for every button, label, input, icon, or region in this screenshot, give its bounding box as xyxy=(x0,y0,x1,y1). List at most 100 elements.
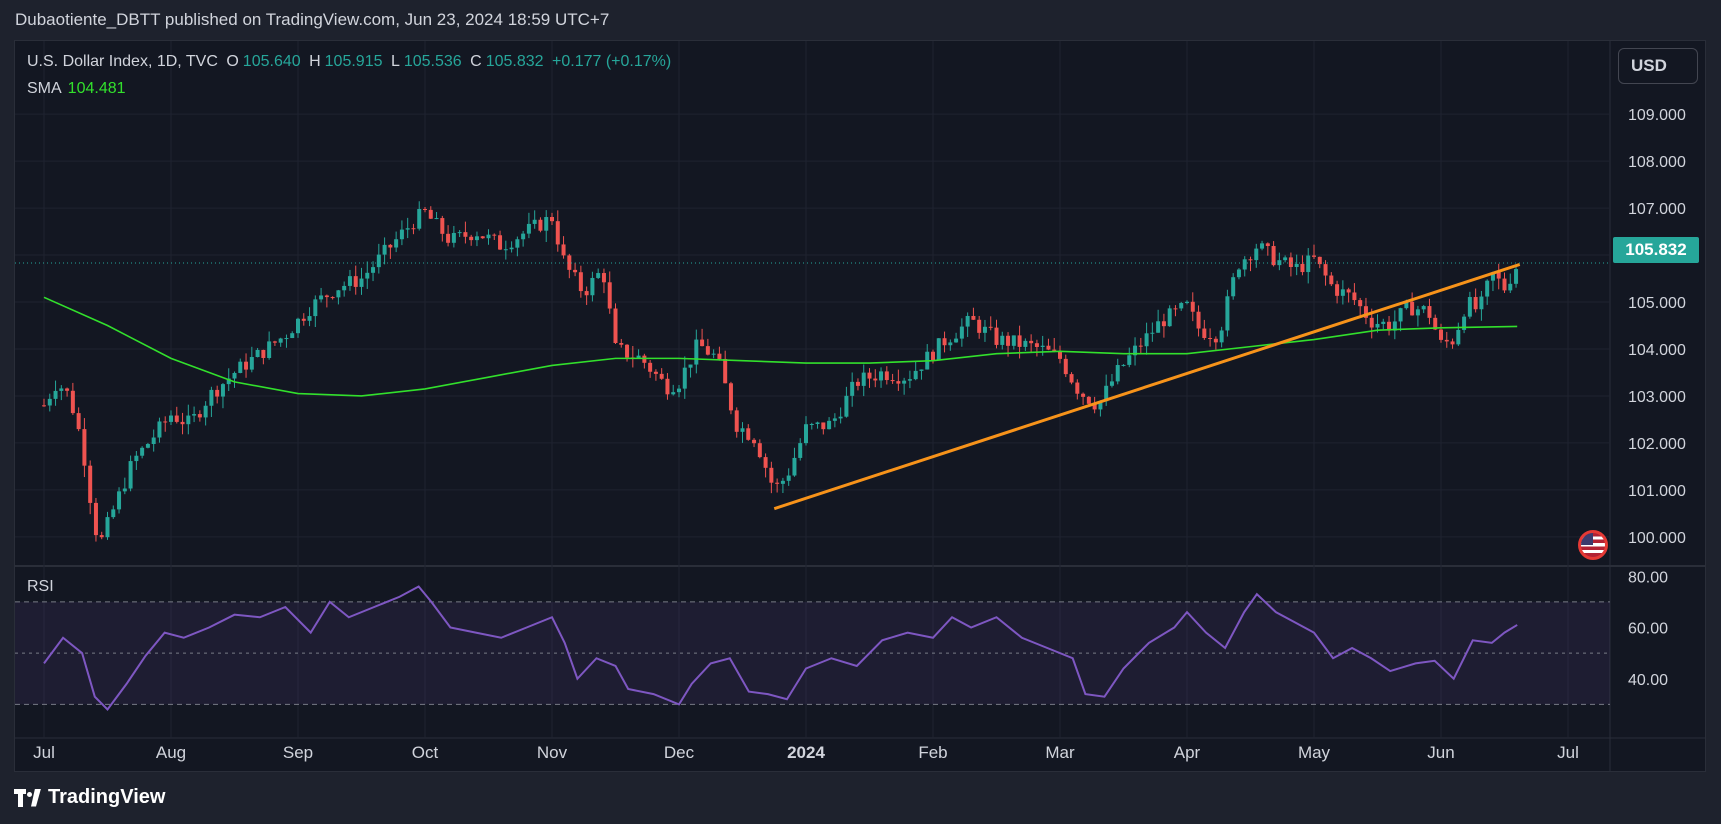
candle-body xyxy=(249,357,254,370)
candle-body xyxy=(1398,308,1403,322)
high-label: H xyxy=(309,53,321,70)
candle-body xyxy=(982,326,987,333)
change-value: +0.177 (+0.17%) xyxy=(552,53,672,70)
candle-body xyxy=(1329,275,1334,285)
candle-body xyxy=(1167,308,1172,327)
candle-body xyxy=(446,233,451,243)
candle-body xyxy=(1508,283,1513,291)
candle-body xyxy=(757,443,762,458)
candle-body xyxy=(578,272,583,292)
candle-body xyxy=(561,244,566,256)
candle-body xyxy=(434,218,439,220)
candle-body xyxy=(1387,321,1392,331)
candle-body xyxy=(1427,306,1432,318)
candle-body xyxy=(775,482,780,484)
candle-body xyxy=(1092,403,1097,410)
time-tick-label: Jul xyxy=(1557,743,1579,762)
candle-body xyxy=(88,465,93,503)
candle-body xyxy=(717,353,722,359)
candle-body xyxy=(838,416,843,419)
candle-body xyxy=(711,353,716,355)
candle-body xyxy=(948,342,953,346)
close-value: 105.832 xyxy=(485,53,544,70)
candle-body xyxy=(896,381,901,384)
candle-body xyxy=(850,381,855,396)
candle-body xyxy=(538,219,543,231)
candle-body xyxy=(827,420,832,430)
candle-body xyxy=(1219,330,1224,343)
candle-body xyxy=(440,218,445,234)
candle-body xyxy=(1404,301,1409,309)
candle-body xyxy=(411,228,416,230)
candle-body xyxy=(902,380,907,384)
candle-body xyxy=(1502,278,1507,291)
candle-body xyxy=(653,371,658,374)
candle-body xyxy=(821,422,826,430)
us-flag-icon[interactable] xyxy=(1578,530,1608,560)
candle-body xyxy=(1323,264,1328,276)
candle-body xyxy=(174,415,179,422)
candle-body xyxy=(324,295,329,298)
candle-body xyxy=(832,418,837,421)
candle-body xyxy=(1127,355,1132,365)
candle-body xyxy=(1485,280,1490,297)
candle-body xyxy=(371,267,376,273)
candle-body xyxy=(804,424,808,444)
candle-body xyxy=(815,422,820,424)
candle-body xyxy=(1011,335,1016,346)
currency-button[interactable]: USD xyxy=(1618,48,1698,84)
candle-body xyxy=(296,318,300,334)
sma-legend[interactable]: SMA 104.481 xyxy=(27,80,126,98)
time-tick-label: Nov xyxy=(537,743,568,762)
candle-body xyxy=(1381,321,1386,324)
sma-label: SMA xyxy=(27,80,62,97)
candle-body xyxy=(1029,340,1034,344)
candle-body xyxy=(665,378,670,395)
candle-body xyxy=(417,209,422,229)
candle-body xyxy=(763,457,768,468)
candle-body xyxy=(659,373,664,379)
open-label: O xyxy=(226,53,239,70)
candle-body xyxy=(134,455,139,462)
candle-body xyxy=(1144,333,1149,347)
tradingview-footer[interactable]: TradingView xyxy=(14,786,165,809)
candle-body xyxy=(682,367,687,389)
candle-body xyxy=(590,277,595,296)
candle-body xyxy=(1000,335,1005,345)
candle-body xyxy=(1363,306,1368,318)
candle-body xyxy=(76,413,81,430)
candle-body xyxy=(1046,345,1051,350)
candle-body xyxy=(267,341,272,358)
candle-body xyxy=(1179,303,1184,309)
sma-line xyxy=(43,296,1518,397)
candle-body xyxy=(117,491,122,510)
sma-value: 104.481 xyxy=(67,80,126,97)
candle-body xyxy=(1433,317,1438,330)
candle-body xyxy=(965,315,970,327)
candle-body xyxy=(1335,284,1340,296)
candle-body xyxy=(319,295,324,300)
candle-body xyxy=(93,502,98,536)
time-tick-label: Apr xyxy=(1174,743,1201,762)
candle-body xyxy=(890,380,895,382)
candle-body xyxy=(1156,321,1161,333)
candle-body xyxy=(405,228,410,230)
candle-body xyxy=(855,381,860,386)
time-tick-label: Oct xyxy=(412,743,439,762)
candle-body xyxy=(1208,337,1213,339)
rsi-label[interactable]: RSI xyxy=(27,578,54,595)
candle-body xyxy=(244,361,249,370)
candle-body xyxy=(1150,332,1155,334)
candle-body xyxy=(879,371,884,381)
candle-body xyxy=(1185,301,1189,304)
price-tick-label: 105.000 xyxy=(1628,295,1686,312)
candle-body xyxy=(994,327,999,345)
time-tick-label: Dec xyxy=(664,743,695,762)
candle-body xyxy=(474,236,479,241)
candle-body xyxy=(515,239,520,248)
candle-body xyxy=(1173,308,1178,310)
candle-body xyxy=(70,390,75,414)
symbol-label[interactable]: U.S. Dollar Index, 1D, TVC xyxy=(27,53,218,70)
open-value: 105.640 xyxy=(242,53,301,70)
